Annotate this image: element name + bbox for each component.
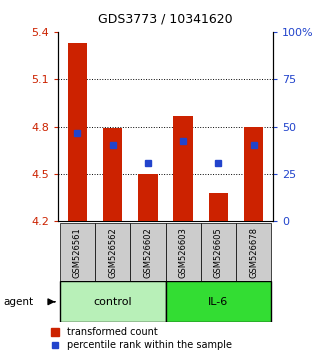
Bar bbox=[103, 128, 122, 221]
Text: GSM526678: GSM526678 bbox=[249, 227, 258, 278]
Bar bbox=[138, 174, 158, 221]
Bar bbox=[95, 223, 130, 281]
Bar bbox=[166, 223, 201, 281]
Bar bbox=[209, 193, 228, 221]
Bar bbox=[130, 223, 166, 281]
Text: agent: agent bbox=[3, 297, 33, 307]
Bar bbox=[244, 127, 263, 221]
Text: GDS3773 / 10341620: GDS3773 / 10341620 bbox=[98, 12, 233, 25]
Bar bbox=[68, 43, 87, 221]
Bar bbox=[60, 281, 166, 322]
Bar bbox=[166, 281, 271, 322]
Text: IL-6: IL-6 bbox=[208, 297, 228, 307]
Legend: transformed count, percentile rank within the sample: transformed count, percentile rank withi… bbox=[51, 327, 232, 350]
Text: GSM526603: GSM526603 bbox=[179, 227, 188, 278]
Text: control: control bbox=[93, 297, 132, 307]
Bar bbox=[60, 223, 95, 281]
Text: GSM526562: GSM526562 bbox=[108, 227, 117, 278]
Text: GSM526605: GSM526605 bbox=[214, 227, 223, 278]
Text: GSM526561: GSM526561 bbox=[73, 227, 82, 278]
Text: GSM526602: GSM526602 bbox=[143, 227, 152, 278]
Bar bbox=[173, 115, 193, 221]
Bar bbox=[201, 223, 236, 281]
Bar bbox=[236, 223, 271, 281]
